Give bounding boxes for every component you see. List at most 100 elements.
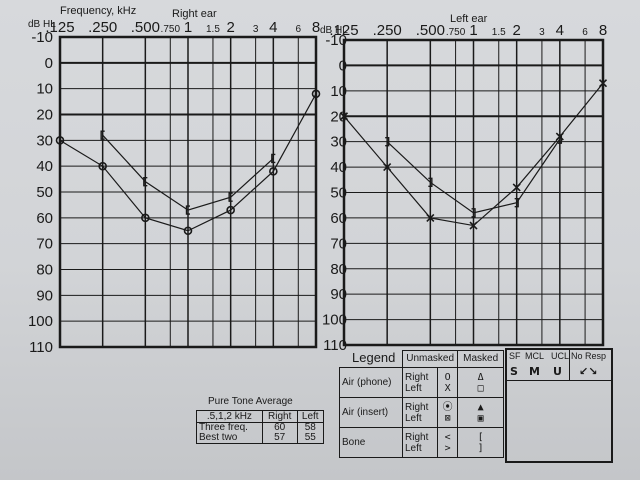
right-air-circle-marker — [55, 136, 65, 145]
right-y-tick-label: 40 — [36, 158, 53, 175]
air-insert-right-unmasked-symbol: ⦿ — [442, 401, 453, 413]
right-y-tick-label: 0 — [45, 55, 53, 72]
right-y-tick-label: 90 — [36, 287, 53, 304]
pta-best-two-label: Best two — [199, 432, 238, 443]
left-air-x-marker — [383, 163, 392, 172]
pta-left-values: 58 55 — [296, 422, 324, 444]
right-air-circle-marker — [183, 226, 193, 236]
left-y-tick-label: 90 — [330, 286, 347, 303]
left-bone-line — [386, 138, 561, 214]
air-phone-right-unmasked-symbol: O — [444, 371, 451, 383]
left-ylabel: dB HL — [320, 25, 348, 36]
right-x-tick-label: 1 — [184, 19, 192, 36]
right-x-tick-label: .125 — [45, 19, 74, 36]
legend-right-label: Right — [405, 371, 429, 383]
left-x-tick-label: 3 — [539, 27, 545, 38]
left-y-tick-label: 20 — [330, 108, 347, 125]
pta-left-three: 58 — [304, 422, 316, 433]
right-bone-bracket-marker — [228, 192, 233, 202]
left-y-tick-label: 60 — [330, 210, 347, 227]
left-y-tick-label: 40 — [330, 159, 347, 176]
left-x-tick-label: 1 — [469, 22, 477, 39]
pta-head-left: Left — [296, 410, 324, 423]
mcl-label: MCL — [525, 351, 545, 361]
legend-unmasked-head: Unmasked — [401, 350, 459, 368]
right-x-tick-label: 3 — [253, 24, 259, 35]
right-x-tick-label: .250 — [88, 19, 117, 36]
legend-masked-head: Masked — [457, 350, 504, 368]
pta-right-values: 60 57 — [261, 422, 298, 444]
right-x-tick-label: 2 — [226, 19, 234, 36]
right-x-tick-label: 6 — [296, 24, 302, 35]
legend-air-insert-ears: Right Left — [402, 397, 438, 428]
left-y-tick-label: 10 — [330, 83, 347, 100]
bone-left-masked-symbol: ] — [477, 442, 484, 454]
right-y-tick-label: 70 — [36, 236, 53, 253]
legend-left-label: Left — [405, 382, 422, 394]
legend-left-label: Left — [405, 412, 422, 424]
right-bone-bracket-marker — [185, 205, 190, 215]
legend-left-label: Left — [405, 442, 422, 454]
legend-bone-unmasked: < > — [436, 427, 459, 458]
pta-table: .5,1,2 kHz Right Left Three freq. Best t… — [196, 410, 324, 444]
right-y-tick-label: 10 — [36, 81, 53, 98]
left-air-x-marker — [512, 183, 521, 192]
air-phone-left-unmasked-symbol: X — [444, 382, 451, 394]
legend-air-insert-masked: ▲ ▣ — [457, 397, 504, 428]
left-y-tick-label: 100 — [322, 312, 347, 329]
sf-symbol: S — [510, 365, 518, 378]
legend-right-label: Right — [405, 401, 429, 413]
right-y-tick-label: 60 — [36, 210, 53, 227]
response-symbols-box: SF MCL UCL No Resp S M U ↙↘ — [505, 348, 613, 463]
left-x-tick-label: 2 — [512, 22, 520, 39]
right-bone-bracket-marker — [100, 130, 105, 140]
left-bone-bracket-marker — [557, 134, 563, 144]
right-x-tick-label: 4 — [269, 19, 277, 36]
left-ear-audiogram: .125 .250 .500.750 1 1.5 2 3 4 6 8 -10 0 10 20 30 40 50 6… — [322, 22, 607, 354]
right-air-line — [59, 93, 317, 232]
legend-air-phone-unmasked: O X — [436, 367, 459, 398]
left-ear-title: Left ear — [450, 13, 488, 25]
right-air-circle-marker — [311, 89, 321, 99]
right-y-tick-label: 110 — [29, 339, 53, 356]
left-y-tick-label: 30 — [330, 134, 347, 151]
right-ear-audiogram: .125 .250 .500.750 1 1.5 2 3 4 6 8 -10 0 10 20 30 40 50 6… — [28, 19, 321, 356]
no-resp-label: No Resp — [571, 351, 607, 361]
left-bone-bracket-marker — [385, 136, 390, 147]
legend-table: Unmasked Masked Air (phone) Right Left O… — [339, 350, 504, 458]
legend-air-insert-unmasked: ⦿ ⊠ — [436, 397, 459, 428]
legend-bone-masked: [ ] — [457, 427, 504, 458]
legend-title: Legend — [352, 350, 396, 365]
pta-row-labels: Three freq. Best two — [196, 422, 263, 444]
right-y-tick-label: 30 — [36, 132, 53, 149]
mcl-symbol: M — [529, 365, 540, 378]
left-air-x-marker — [339, 112, 349, 121]
legend-air-phone-ears: Right Left — [402, 367, 438, 398]
right-air-circle-marker — [269, 167, 278, 176]
left-bone-bracket-marker — [428, 177, 433, 188]
left-air-x-marker — [426, 213, 435, 222]
right-bone-bracket-marker — [143, 176, 148, 187]
pta-three-freq-label: Three freq. — [199, 422, 248, 433]
right-y-tick-label: 80 — [36, 262, 53, 279]
left-air-x-marker — [555, 132, 564, 141]
right-x-tick-label: 1.5 — [206, 24, 220, 35]
right-y-tick-label: 20 — [36, 107, 53, 124]
left-air-x-marker — [598, 79, 608, 88]
legend-air-phone: Air (phone) — [339, 367, 403, 398]
left-y-tick-label: 70 — [330, 235, 347, 252]
left-x-tick-label: 4 — [556, 22, 564, 39]
air-insert-left-unmasked-symbol: ⊠ — [444, 412, 451, 424]
legend-air-insert: Air (insert) — [339, 397, 403, 428]
pta-right-three: 60 — [274, 422, 286, 433]
right-air-circle-marker — [141, 213, 150, 223]
right-y-tick-label: -10 — [31, 29, 53, 46]
left-bone-bracket-marker — [471, 208, 476, 218]
pta-head-label: .5,1,2 kHz — [196, 410, 263, 423]
legend-air-phone-masked: Δ □ — [457, 367, 504, 398]
left-y-tick-label: 50 — [330, 185, 347, 202]
left-y-tick-label: -10 — [325, 32, 347, 49]
bone-right-masked-symbol: [ — [477, 431, 484, 443]
legend-bone-ears: Right Left — [402, 427, 438, 458]
